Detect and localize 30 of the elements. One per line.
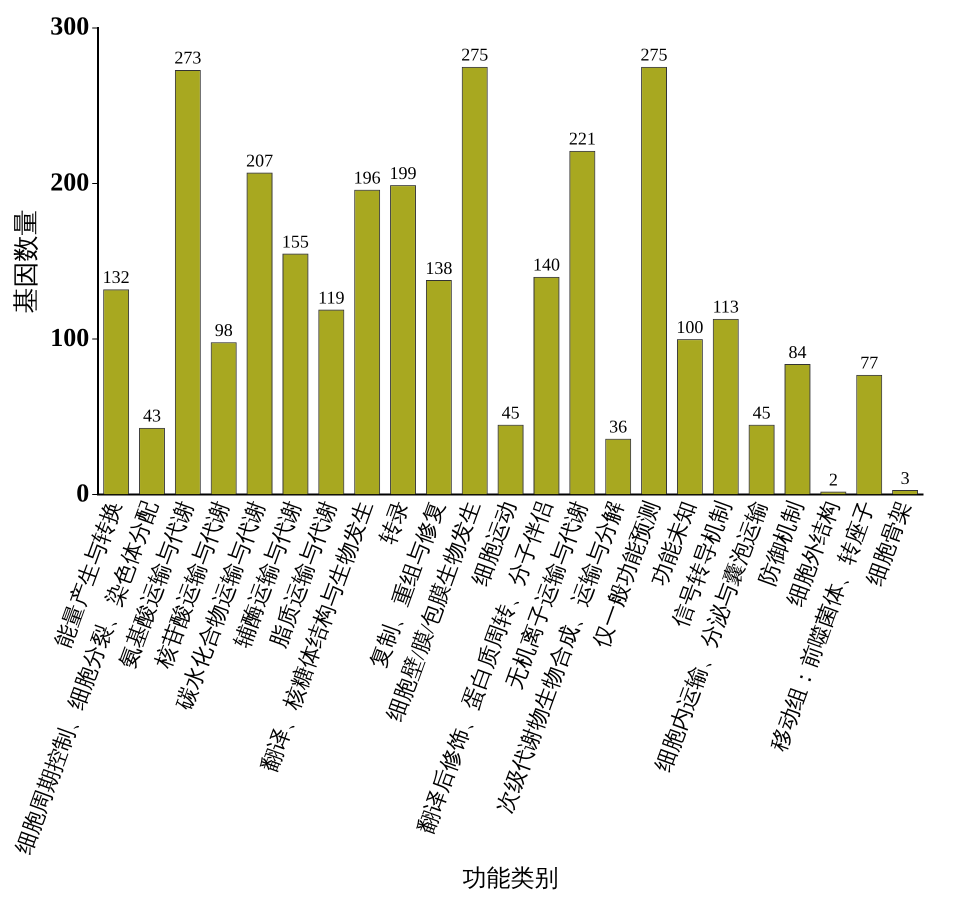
data-label: 43 <box>142 406 161 426</box>
data-label: 199 <box>390 162 417 183</box>
data-label: 207 <box>246 150 274 170</box>
data-label: 45 <box>752 402 771 422</box>
x-axis-title: 功能类别 <box>462 866 559 892</box>
y-tick-label: 0 <box>76 478 90 508</box>
x-tick-label: 转录 <box>374 497 414 548</box>
y-tick-label: 200 <box>50 167 90 196</box>
data-label: 84 <box>788 342 806 362</box>
data-label: 119 <box>318 287 344 308</box>
data-label: 221 <box>568 128 596 149</box>
data-label: 275 <box>640 44 668 65</box>
data-label: 98 <box>214 320 233 340</box>
data-label: 36 <box>609 416 628 436</box>
data-label: 100 <box>676 316 704 337</box>
data-label: 273 <box>174 48 202 68</box>
y-tick-label: 300 <box>50 12 90 41</box>
data-label: 2 <box>828 469 838 490</box>
data-label: 196 <box>354 168 381 188</box>
data-label: 132 <box>102 267 130 288</box>
data-label: 77 <box>860 352 878 373</box>
data-label: 138 <box>425 258 452 278</box>
data-label: 140 <box>532 254 560 275</box>
data-label: 275 <box>461 44 488 65</box>
data-label: 113 <box>712 296 739 317</box>
data-label: 155 <box>282 231 309 252</box>
y-tick-label: 100 <box>50 322 90 352</box>
y-axis-title: 基因数量 <box>11 209 40 314</box>
data-label: 45 <box>502 402 520 422</box>
data-label: 3 <box>900 468 910 488</box>
